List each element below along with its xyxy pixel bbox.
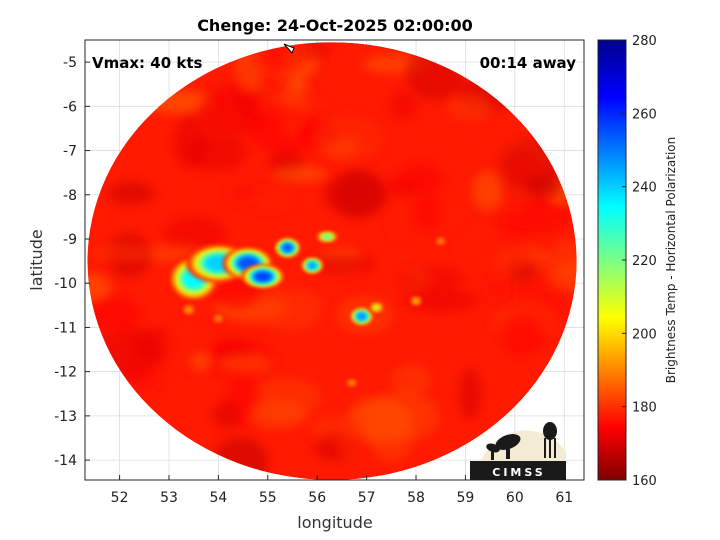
feature-10 — [435, 237, 446, 246]
feature-4 — [274, 238, 301, 258]
texture-blob — [87, 273, 112, 302]
plot-frame — [84, 39, 585, 481]
y-tick-label-0: -5 — [63, 55, 77, 71]
x-axis-ticks: 52 53 54 55 56 57 58 59 60 61 — [111, 475, 573, 506]
feature-7 — [350, 308, 374, 325]
texture-blob — [526, 174, 563, 199]
texture-blob — [459, 368, 482, 420]
cb-tick-label-2: 240 — [632, 181, 657, 196]
texture-blob — [216, 352, 273, 374]
texture-blob — [272, 165, 328, 183]
texture-blob — [403, 289, 479, 312]
cb-tick-label-3: 220 — [632, 254, 657, 269]
texture-blob — [253, 42, 307, 76]
colorbar: 280 260 240 220 200 180 160 Brightness Temp - … — [597, 34, 678, 489]
texture-blob — [501, 316, 546, 355]
texture-blob — [107, 181, 155, 206]
x-tick-label-3: 55 — [259, 490, 277, 506]
texture-blob — [247, 400, 308, 429]
y-tick-label-6: -11 — [54, 320, 77, 336]
texture-blob — [447, 93, 493, 122]
texture-blob — [306, 255, 376, 273]
texture-blob — [482, 274, 511, 304]
feature-6 — [316, 231, 338, 242]
y-axis-ticks: -5 -6 -7 -8 -9 -10 -11 -12 -13 -14 — [54, 55, 90, 469]
texture-blob — [547, 260, 577, 294]
x-tick-label-4: 56 — [308, 490, 326, 506]
texture-blob — [390, 364, 432, 398]
cimss-logo: CIMSS — [470, 422, 566, 480]
feature-5 — [301, 257, 324, 274]
texture-blob — [499, 206, 565, 229]
texture-blob — [400, 266, 463, 293]
y-tick-label-2: -7 — [63, 144, 77, 160]
cb-tick-label-6: 160 — [632, 474, 657, 489]
x-tick-label-1: 53 — [160, 490, 178, 506]
texture-blob — [389, 90, 417, 120]
convective-features — [168, 231, 446, 387]
texture-blob — [388, 188, 409, 241]
cb-tick-label-1: 260 — [632, 107, 657, 122]
texture-blob — [248, 107, 323, 155]
texture-blob — [368, 391, 440, 441]
feature-12 — [182, 304, 196, 315]
texture-blob — [334, 169, 383, 219]
y-tick-label-1: -6 — [63, 99, 77, 115]
y-tick-label-9: -14 — [54, 453, 77, 469]
colorbar-label: Brightness Temp - Horizontal Polarizatio… — [664, 137, 678, 384]
logo-text: CIMSS — [492, 466, 545, 479]
texture-blob — [337, 414, 362, 462]
feature-3 — [241, 265, 285, 289]
texture-blob — [227, 180, 262, 206]
chart-title: Chenge: 24-Oct-2025 02:00:00 — [197, 16, 473, 35]
time-away-annotation: 00:14 away — [480, 54, 577, 72]
cb-tick-label-0: 280 — [632, 34, 657, 49]
vmax-annotation: Vmax: 40 kts — [92, 54, 202, 72]
feature-11 — [346, 378, 358, 387]
texture-blob — [312, 114, 384, 163]
x-tick-label-2: 54 — [209, 490, 227, 506]
feature-9 — [410, 296, 422, 306]
y-axis-label: latitude — [27, 229, 46, 290]
texture-blob — [189, 351, 214, 372]
feature-13 — [213, 314, 224, 323]
texture-blob — [88, 244, 151, 262]
texture-blob — [413, 195, 441, 232]
texture-blob — [456, 222, 531, 278]
plot-area: 52 53 54 55 56 57 58 59 60 61 -5 -6 -7 -8 -9 -10 -11 -12… — [54, 39, 585, 506]
x-tick-label-7: 59 — [457, 490, 475, 506]
x-tick-label-8: 60 — [506, 490, 524, 506]
satellite-dish-icon — [486, 434, 521, 460]
cb-tick-label-5: 180 — [632, 401, 657, 416]
colorbar-gradient — [597, 39, 627, 481]
texture-blob — [257, 72, 284, 91]
cb-tick-label-4: 200 — [632, 327, 657, 342]
texture-blob — [212, 400, 240, 430]
x-axis-label: longitude — [297, 513, 372, 532]
y-tick-label-7: -12 — [54, 365, 77, 381]
storm-marker — [283, 43, 295, 54]
colorbar-ticks: 280 260 240 220 200 180 160 — [622, 34, 657, 489]
y-tick-label-8: -13 — [54, 409, 77, 425]
feature-8 — [369, 302, 384, 313]
texture-blob — [384, 176, 414, 198]
x-tick-label-0: 52 — [111, 490, 129, 506]
texture-blob — [186, 134, 248, 171]
texture-blob — [471, 170, 504, 211]
x-tick-label-5: 57 — [358, 490, 376, 506]
texture-blob — [87, 296, 141, 333]
water-tower-icon — [543, 422, 557, 458]
x-tick-label-6: 58 — [407, 490, 425, 506]
y-tick-label-5: -10 — [54, 276, 77, 292]
texture-blob — [298, 42, 330, 61]
x-tick-label-9: 61 — [555, 490, 573, 506]
y-tick-label-4: -9 — [63, 232, 77, 248]
texture-blob — [254, 286, 324, 332]
y-tick-label-3: -8 — [63, 188, 77, 204]
